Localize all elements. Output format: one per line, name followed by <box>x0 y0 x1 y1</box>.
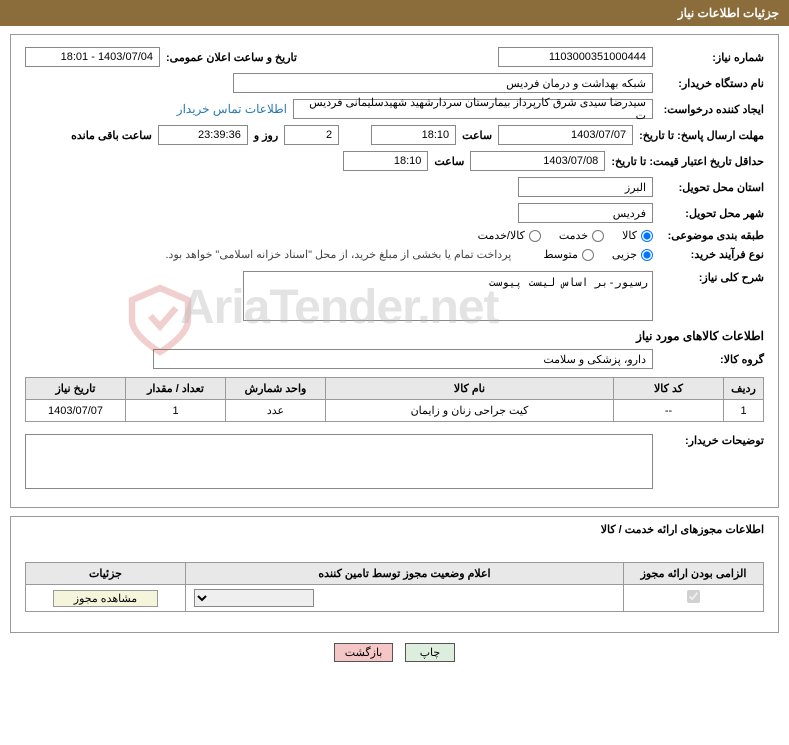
radio-service[interactable]: خدمت <box>559 229 604 242</box>
radio-goods-service-input[interactable] <box>529 230 541 242</box>
lic-details-cell: مشاهده مجوز <box>26 585 186 612</box>
license-header: اطلاعات مجوزهای ارائه خدمت / کالا <box>25 523 764 542</box>
category-radios: کالا خدمت کالا/خدمت <box>478 229 653 242</box>
radio-goods[interactable]: کالا <box>622 229 653 242</box>
license-panel: اطلاعات مجوزهای ارائه خدمت / کالا الزامی… <box>10 516 779 633</box>
buyer-contact-link[interactable]: اطلاعات تماس خریدار <box>177 102 287 116</box>
process-note: پرداخت تمام یا بخشی از مبلغ خرید، از محل… <box>166 248 512 261</box>
deadline-label: مهلت ارسال پاسخ: تا تاریخ: <box>639 129 764 142</box>
lic-required-cell <box>624 585 764 612</box>
page-title: جزئیات اطلاعات نیاز <box>678 6 779 20</box>
col-unit: واحد شمارش <box>226 378 326 400</box>
radio-partial[interactable]: جزیی <box>612 248 653 261</box>
col-code: کد کالا <box>614 378 724 400</box>
radio-goods-input[interactable] <box>641 230 653 242</box>
radio-medium-input[interactable] <box>582 249 594 261</box>
buyer-notes-label: توضیحات خریدار: <box>659 434 764 447</box>
buyer-notes-textarea[interactable] <box>25 434 653 489</box>
cell-unit: عدد <box>226 400 326 422</box>
col-name: نام کالا <box>326 378 614 400</box>
category-label: طبقه بندی موضوعی: <box>659 229 764 242</box>
radio-medium[interactable]: متوسط <box>543 248 594 261</box>
status-select[interactable] <box>194 589 314 607</box>
lic-col-status: اعلام وضعیت مجوز توسط تامین کننده <box>186 563 624 585</box>
cell-qty: 1 <box>126 400 226 422</box>
lic-status-cell <box>186 585 624 612</box>
announce-field: 1403/07/04 - 18:01 <box>25 47 160 67</box>
deadline-date-field: 1403/07/07 <box>498 125 633 145</box>
days-and-label: روز و <box>254 129 278 142</box>
goods-group-label: گروه کالا: <box>659 353 764 366</box>
items-section-title: اطلاعات کالاهای مورد نیاز <box>25 329 764 343</box>
lic-col-required: الزامی بودن ارائه مجوز <box>624 563 764 585</box>
cell-name: کیت جراحی زنان و زایمان <box>326 400 614 422</box>
col-qty: تعداد / مقدار <box>126 378 226 400</box>
license-row: مشاهده مجوز <box>26 585 764 612</box>
process-radios: جزیی متوسط <box>543 248 653 261</box>
radio-goods-service[interactable]: کالا/خدمت <box>478 229 541 242</box>
back-button[interactable]: بازگشت <box>334 643 394 662</box>
remaining-time-field: 23:39:36 <box>158 125 248 145</box>
cell-row: 1 <box>724 400 764 422</box>
city-field: فردیس <box>518 203 653 223</box>
process-label: نوع فرآیند خرید: <box>659 248 764 261</box>
col-date: تاریخ نیاز <box>26 378 126 400</box>
announce-label: تاریخ و ساعت اعلان عمومی: <box>166 51 297 64</box>
province-field: البرز <box>518 177 653 197</box>
buyer-org-label: نام دستگاه خریدار: <box>659 77 764 90</box>
radio-service-input[interactable] <box>592 230 604 242</box>
lic-col-details: جزئیات <box>26 563 186 585</box>
main-panel: شماره نیاز: 1103000351000444 تاریخ و ساع… <box>10 34 779 508</box>
cell-code: -- <box>614 400 724 422</box>
page-header: جزئیات اطلاعات نیاز <box>0 0 789 26</box>
table-row: 1 -- کیت جراحی زنان و زایمان عدد 1 1403/… <box>26 400 764 422</box>
need-number-label: شماره نیاز: <box>659 51 764 64</box>
time-label-1: ساعت <box>462 129 492 142</box>
deadline-time-field: 18:10 <box>371 125 456 145</box>
buyer-org-field: شبکه بهداشت و درمان فردیس <box>233 73 653 93</box>
province-label: استان محل تحویل: <box>659 181 764 194</box>
need-number-field: 1103000351000444 <box>498 47 653 67</box>
bottom-buttons: چاپ بازگشت <box>0 643 789 662</box>
general-desc-textarea[interactable] <box>243 271 653 321</box>
validity-date-field: 1403/07/08 <box>470 151 605 171</box>
cell-date: 1403/07/07 <box>26 400 126 422</box>
requester-label: ایجاد کننده درخواست: <box>659 103 764 116</box>
general-desc-label: شرح کلی نیاز: <box>659 271 764 284</box>
remaining-label: ساعت باقی مانده <box>71 129 152 142</box>
view-license-button[interactable]: مشاهده مجوز <box>53 590 158 607</box>
col-row: ردیف <box>724 378 764 400</box>
requester-field: سیدرضا سیدی شرق کارپرداز بیمارستان سردار… <box>293 99 653 119</box>
items-table: ردیف کد کالا نام کالا واحد شمارش تعداد /… <box>25 377 764 422</box>
city-label: شهر محل تحویل: <box>659 207 764 220</box>
validity-time-field: 18:10 <box>343 151 428 171</box>
time-label-2: ساعت <box>434 155 464 168</box>
goods-group-field: دارو، پزشکی و سلامت <box>153 349 653 369</box>
validity-label: حداقل تاریخ اعتبار قیمت: تا تاریخ: <box>611 155 764 168</box>
required-checkbox <box>687 590 700 603</box>
license-table: الزامی بودن ارائه مجوز اعلام وضعیت مجوز … <box>25 562 764 612</box>
print-button[interactable]: چاپ <box>405 643 456 662</box>
radio-partial-input[interactable] <box>641 249 653 261</box>
remaining-days-field: 2 <box>284 125 339 145</box>
